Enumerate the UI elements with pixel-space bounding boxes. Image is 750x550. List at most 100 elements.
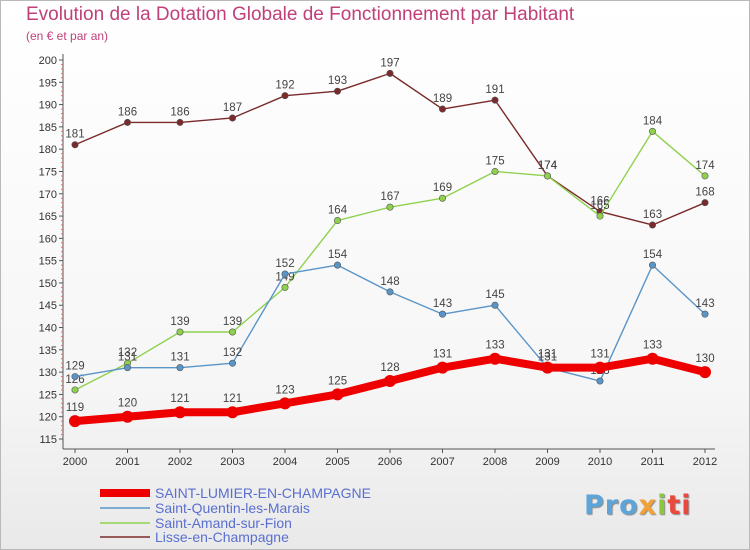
- data-label-0: 128: [380, 362, 399, 374]
- data-label-3: 166: [590, 196, 609, 208]
- legend-label-1: Saint-Quentin-les-Marais: [155, 500, 310, 516]
- data-label-2: 132: [118, 347, 137, 359]
- data-point-2: [281, 283, 289, 291]
- data-point-1: [281, 270, 289, 278]
- data-label-2: 167: [380, 191, 399, 203]
- data-point-3: [281, 92, 289, 100]
- x-tick-label: 2012: [693, 456, 717, 468]
- data-point-0: [594, 361, 606, 374]
- data-point-0: [436, 361, 449, 374]
- legend-label-2: Saint-Amand-sur-Fion: [155, 515, 292, 531]
- data-point-1: [71, 373, 79, 381]
- y-tick-label: 120: [39, 412, 57, 424]
- x-tick-label: 2001: [115, 456, 139, 468]
- data-point-1: [491, 301, 499, 309]
- data-point-3: [229, 114, 237, 122]
- data-label-3: 186: [170, 106, 189, 118]
- data-point-2: [333, 217, 341, 225]
- y-tick-label: 190: [39, 100, 57, 112]
- data-point-2: [229, 328, 237, 336]
- data-point-1: [701, 310, 709, 318]
- data-label-1: 131: [538, 352, 557, 364]
- data-point-2: [386, 203, 394, 211]
- data-label-1: 145: [485, 289, 504, 301]
- data-label-2: 174: [538, 160, 558, 172]
- data-label-1: 152: [275, 258, 294, 270]
- data-label-3: 189: [433, 93, 452, 105]
- data-label-3: 174: [538, 160, 558, 172]
- data-point-3: [701, 199, 709, 207]
- data-label-0: 133: [643, 340, 662, 352]
- data-point-0: [121, 410, 134, 423]
- y-tick-label: 130: [39, 367, 57, 379]
- data-label-2: 174: [695, 160, 715, 172]
- data-label-1: 154: [643, 249, 663, 261]
- data-label-0: 120: [118, 398, 137, 410]
- data-point-1: [438, 310, 446, 318]
- data-label-3: 186: [118, 106, 137, 118]
- data-label-1: 131: [118, 352, 137, 364]
- data-point-2: [176, 328, 184, 336]
- data-point-2: [543, 172, 551, 180]
- data-label-2: 139: [223, 316, 242, 328]
- y-tick-label: 125: [39, 389, 57, 401]
- data-label-2: 184: [643, 115, 663, 127]
- data-point-2: [438, 194, 446, 202]
- data-label-0: 131: [538, 349, 557, 361]
- data-label-1: 154: [328, 249, 348, 261]
- data-point-0: [331, 388, 344, 401]
- y-tick-label: 180: [39, 144, 57, 156]
- data-label-3: 187: [223, 102, 242, 114]
- x-tick-label: 2009: [535, 456, 559, 468]
- chart-title: Evolution de la Dotation Globale de Fonc…: [26, 4, 575, 25]
- data-label-0: 121: [170, 393, 189, 405]
- data-point-1: [333, 261, 341, 269]
- proxiti-logo: Proxiti: [584, 490, 692, 521]
- data-point-1: [176, 364, 184, 372]
- chart-subtitle: (en € et par an): [26, 29, 109, 43]
- data-label-3: 168: [695, 187, 714, 199]
- data-label-0: 123: [275, 384, 294, 396]
- x-tick-label: 2007: [430, 456, 454, 468]
- legend-label-3: Lisse-en-Champagne: [155, 529, 289, 545]
- legend-label-0: SAINT-LUMIER-EN-CHAMPAGNE: [155, 485, 371, 501]
- data-point-0: [541, 361, 554, 374]
- data-label-0: 131: [433, 349, 452, 361]
- data-label-0: 133: [485, 340, 504, 352]
- data-point-2: [596, 212, 604, 220]
- data-point-2: [648, 127, 656, 135]
- data-label-3: 191: [485, 84, 504, 96]
- data-point-1: [596, 377, 604, 385]
- x-tick-label: 2002: [168, 456, 192, 468]
- data-point-0: [646, 352, 659, 365]
- data-point-0: [226, 406, 239, 419]
- data-point-2: [701, 172, 709, 180]
- data-point-3: [491, 96, 499, 104]
- data-point-0: [384, 375, 396, 388]
- y-tick-label: 145: [39, 300, 57, 312]
- data-point-1: [386, 288, 394, 296]
- y-tick-label: 185: [39, 122, 57, 134]
- x-tick-label: 2003: [220, 456, 244, 468]
- data-label-3: 181: [65, 129, 84, 141]
- data-point-2: [491, 167, 499, 175]
- x-tick-label: 2005: [325, 456, 349, 468]
- data-label-2: 139: [170, 316, 189, 328]
- x-tick-label: 2000: [63, 456, 87, 468]
- y-tick-label: 140: [39, 323, 57, 335]
- data-point-3: [386, 69, 394, 77]
- x-tick-label: 2010: [588, 456, 612, 468]
- data-label-0: 125: [328, 375, 347, 387]
- data-label-1: 148: [380, 276, 399, 288]
- data-point-3: [648, 221, 656, 229]
- data-label-2: 164: [328, 205, 348, 217]
- data-point-3: [176, 118, 184, 126]
- data-point-0: [174, 406, 186, 419]
- data-label-2: 165: [590, 200, 609, 212]
- data-label-1: 143: [433, 298, 452, 310]
- data-label-0: 121: [223, 393, 242, 405]
- data-point-0: [489, 352, 501, 365]
- data-label-2: 175: [485, 155, 504, 167]
- x-tick-label: 2004: [273, 456, 297, 468]
- data-point-1: [648, 261, 656, 269]
